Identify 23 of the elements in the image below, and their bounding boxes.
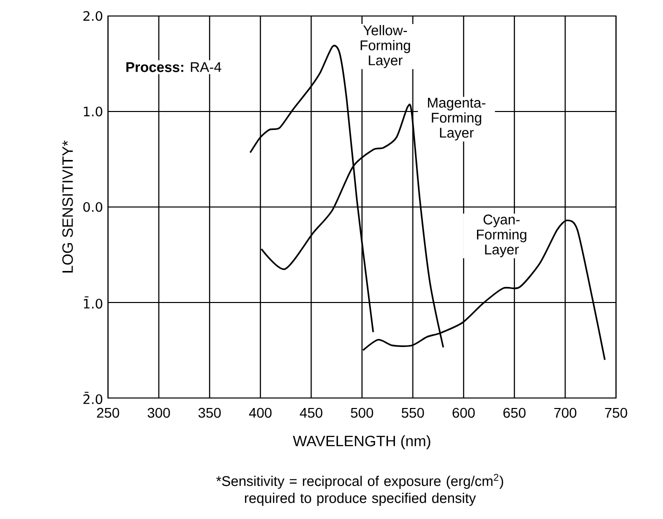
annotation: Process: RA-4 <box>126 62 222 72</box>
y-tick-label: 2.0 <box>83 11 102 21</box>
x-tick-label: 400 <box>249 408 272 418</box>
series-label: Magenta-Forming Layer <box>428 98 486 140</box>
x-tick-label: 650 <box>503 408 526 418</box>
y-axis-title: LOG SENSITIVITY* <box>62 140 73 272</box>
y-tick-label: 0.0 <box>83 202 102 212</box>
x-tick-label: 600 <box>452 408 475 418</box>
x-tick-label: 350 <box>198 408 221 418</box>
x-tick-label: 450 <box>300 408 322 418</box>
series-label: Yellow-Forming Layer <box>360 25 410 68</box>
series-label: Cyan-Forming Layer <box>477 214 526 258</box>
y-tick-label: 1.0 <box>84 106 102 116</box>
x-axis-title: WAVELENGTH (nm) <box>292 435 430 450</box>
x-tick-label: 250 <box>97 408 120 418</box>
x-tick-label: 750 <box>605 408 628 418</box>
x-tick-label: 300 <box>148 408 170 418</box>
y-tick-label: 1̄.0 <box>84 296 102 309</box>
x-tick-label: 700 <box>554 408 576 418</box>
x-tick-label: 550 <box>402 408 424 418</box>
y-tick-label: 2̄.0 <box>83 392 102 404</box>
x-tick-label: 500 <box>350 408 374 418</box>
text: *Sensitivity = reciprocal of exposure (erg/cm$^{2}$) required to produce specified density <box>216 474 504 506</box>
